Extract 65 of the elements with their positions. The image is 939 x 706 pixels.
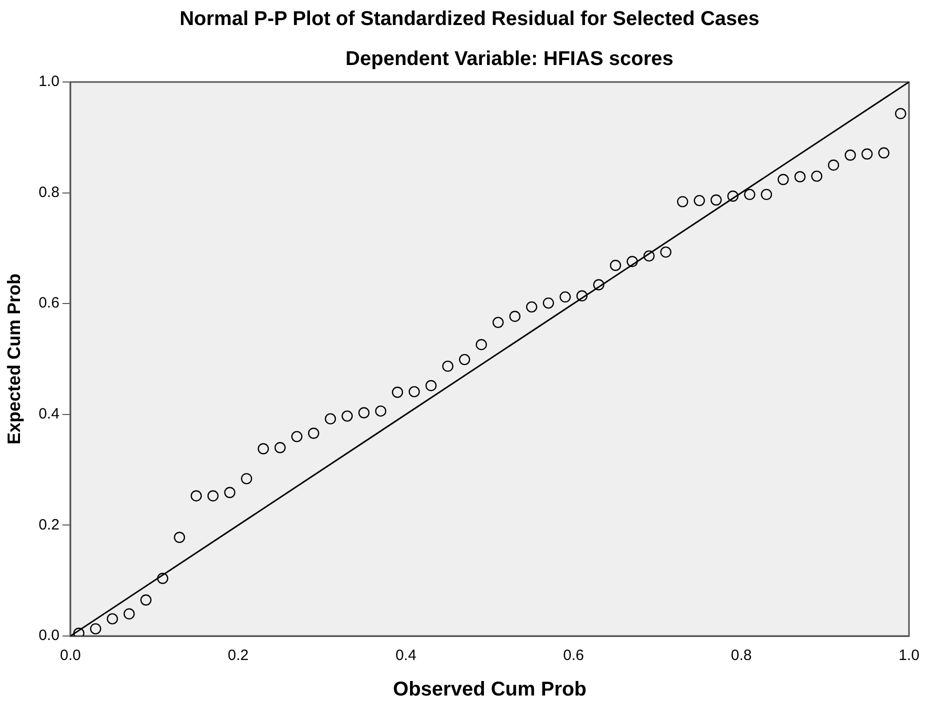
point: [124, 608, 135, 620]
point: [576, 290, 588, 302]
y-tick-label: 1.0: [38, 73, 60, 90]
point: [425, 380, 437, 392]
y-tick-label: 0.0: [38, 627, 60, 644]
point: [224, 486, 236, 498]
point: [710, 194, 722, 206]
point: [811, 170, 822, 182]
point: [458, 354, 470, 366]
point: [342, 410, 353, 422]
y-tick-label: 0.6: [38, 294, 60, 312]
point: [324, 413, 336, 424]
chart-subtitle: Dependent Variable: HFIAS scores: [344, 48, 674, 71]
point: [274, 442, 286, 454]
x-axis-title: Observed Cum Prob: [393, 678, 586, 701]
point: [308, 428, 320, 439]
point: [140, 594, 152, 606]
point: [106, 613, 118, 624]
point: [676, 196, 688, 208]
x-tick-label: 0.0: [60, 647, 81, 664]
point: [610, 260, 622, 271]
point: [778, 174, 789, 186]
point: [542, 297, 554, 309]
point: [190, 490, 202, 502]
point: [442, 360, 454, 372]
point: [375, 405, 386, 417]
point: [694, 194, 705, 206]
point: [392, 386, 404, 398]
x-tick-label: 1.0: [898, 647, 920, 664]
point: [861, 148, 873, 160]
point: [660, 246, 672, 258]
x-tick-label: 0.8: [730, 647, 752, 664]
point: [760, 188, 772, 200]
point: [509, 310, 520, 322]
point: [895, 108, 906, 120]
y-axis-title: Expected Cum Prob: [4, 273, 24, 445]
point: [744, 188, 756, 200]
point: [526, 301, 538, 313]
point: [291, 430, 302, 442]
point: [626, 256, 638, 268]
point: [408, 386, 420, 398]
y-tick-label: 0.8: [38, 184, 60, 201]
point: [492, 316, 504, 328]
x-tick-label: 0.6: [563, 647, 584, 664]
point: [207, 490, 219, 502]
point: [258, 443, 269, 454]
point: [358, 407, 370, 418]
point: [878, 147, 890, 159]
point: [828, 160, 840, 171]
point: [90, 623, 102, 634]
x-tick-label: 0.2: [228, 647, 249, 664]
point: [844, 150, 856, 161]
point: [174, 532, 186, 543]
chart-title: Normal P-P Plot of Standardized Residual for Selected Cases: [178, 8, 760, 31]
x-tick-label: 0.4: [395, 647, 416, 664]
point: [560, 291, 571, 303]
point: [240, 473, 252, 484]
point: [476, 338, 487, 350]
point: [794, 171, 806, 182]
point: [157, 572, 168, 584]
point: [643, 250, 655, 262]
point: [593, 279, 604, 290]
point: [727, 190, 739, 202]
y-tick-label: 0.2: [38, 516, 60, 534]
y-tick-label: 0.4: [38, 406, 60, 423]
